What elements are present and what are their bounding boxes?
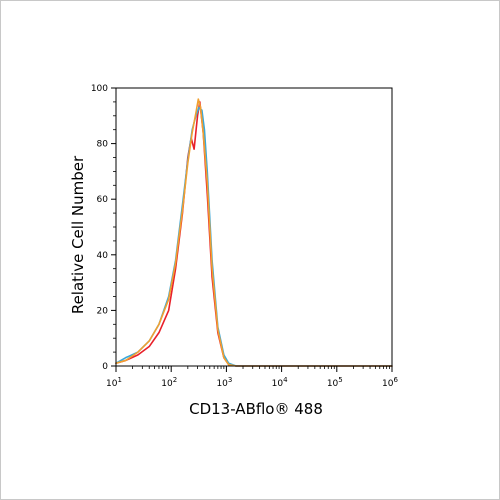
x-tick-label-6: 106 xyxy=(382,376,398,389)
y-tick-label-80: 80 xyxy=(97,140,109,150)
x-tick-label-3: 103 xyxy=(216,376,232,389)
y-tick-label-40: 40 xyxy=(97,251,109,261)
plot-border xyxy=(115,87,393,367)
x-axis-title: CD13-ABflo® 488 xyxy=(189,400,323,418)
y-tick-label-60: 60 xyxy=(97,195,109,205)
x-tick-label-2: 102 xyxy=(161,376,177,389)
y-tick-label-100: 100 xyxy=(91,84,108,94)
x-tick-label-4: 104 xyxy=(272,376,288,389)
plot-area: 0 20 40 60 80 100 101 102 103 104 105 106 CD13-ABflo… xyxy=(69,84,398,418)
series-line-3 xyxy=(115,98,393,367)
y-axis-title: Relative Cell Number xyxy=(69,155,87,314)
y-tick-label-0: 0 xyxy=(102,362,108,372)
x-tick-label-1: 101 xyxy=(106,376,122,389)
x-tick-label-5: 105 xyxy=(327,376,343,389)
y-tick-label-20: 20 xyxy=(97,306,109,316)
